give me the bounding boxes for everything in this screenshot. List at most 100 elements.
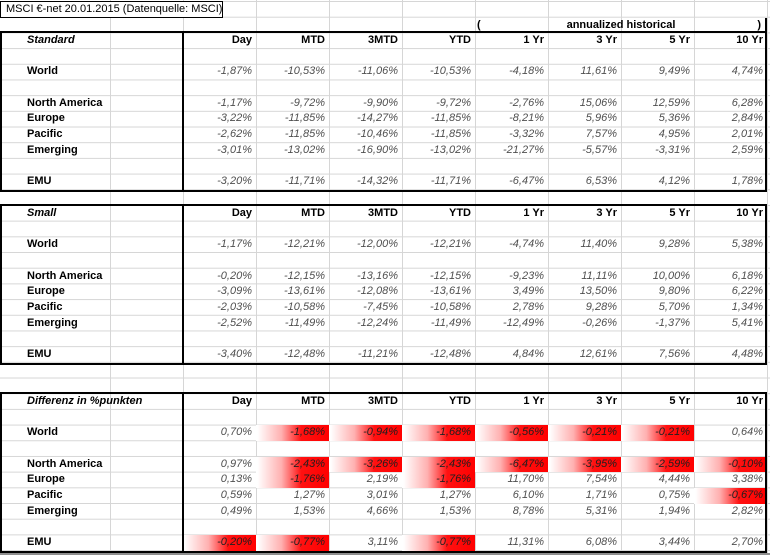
value-cell[interactable]: 9,28% [585,301,617,314]
value-cell[interactable]: 11,11% [581,269,617,282]
value-cell[interactable]: -2,43% [256,456,329,473]
value-cell[interactable]: 11,31% [507,536,545,549]
value-cell[interactable]: 0,13% [220,473,252,486]
value-cell[interactable]: -8,21% [509,112,544,125]
value-cell[interactable]: 1,27% [293,489,325,502]
column-header[interactable]: 1 Yr [523,34,544,46]
value-cell[interactable]: 1,53% [293,504,325,517]
value-cell[interactable]: 11,40% [580,238,618,251]
value-cell[interactable]: -1,17% [217,238,252,251]
column-header[interactable]: MTD [301,207,325,219]
row-label[interactable]: EMU [27,175,52,188]
value-cell[interactable]: -14,32% [357,175,398,188]
value-cell[interactable]: -2,59% [621,456,694,473]
title-cell[interactable]: MSCI €-net 20.01.2015 (Datenquelle: MSCI… [0,1,223,18]
value-cell[interactable]: -0,21% [621,425,694,442]
value-cell[interactable]: 11,61% [580,65,618,78]
value-cell[interactable]: -6,47% [509,175,544,188]
value-cell[interactable]: 2,70% [731,536,763,549]
value-cell[interactable]: -12,24% [357,316,398,329]
value-cell[interactable]: -12,21% [430,238,471,251]
value-cell[interactable]: 12,61% [579,348,617,361]
value-cell[interactable]: -0,20% [183,535,256,551]
value-cell[interactable]: 2,84% [731,112,763,125]
value-cell[interactable]: -2,43% [402,456,475,473]
column-header[interactable]: 3 Yr [596,395,617,407]
value-cell[interactable]: 5,96% [585,112,617,125]
value-cell[interactable]: -21,27% [503,143,544,156]
value-cell[interactable]: -11,71% [430,175,471,188]
value-cell[interactable]: -1,76% [256,472,329,489]
row-label[interactable]: EMU [27,536,52,549]
value-cell[interactable]: 1,27% [439,489,471,502]
value-cell[interactable]: -10,53% [430,65,471,78]
table-title[interactable]: Standard [27,34,75,46]
row-label[interactable]: Europe [27,112,65,125]
row-label[interactable]: Europe [27,473,65,486]
value-cell[interactable]: 4,95% [658,128,690,141]
value-cell[interactable]: -3,95% [548,456,621,473]
value-cell[interactable]: -10,46% [357,128,398,141]
value-cell[interactable]: 0,64% [731,426,763,439]
value-cell[interactable]: 3,44% [658,536,690,549]
row-label[interactable]: Emerging [27,316,78,329]
value-cell[interactable]: 12,59% [652,96,690,109]
value-cell[interactable]: 9,49% [658,65,690,78]
value-cell[interactable]: 1,94% [658,504,690,517]
value-cell[interactable]: -1,68% [256,425,329,442]
value-cell[interactable]: 10,00% [652,269,690,282]
value-cell[interactable]: -3,40% [217,348,252,361]
value-cell[interactable]: 4,66% [366,504,398,517]
value-cell[interactable]: -11,21% [357,348,398,361]
value-cell[interactable]: 3,38% [731,473,763,486]
row-label[interactable]: North America [27,96,103,109]
value-cell[interactable]: -9,72% [290,96,325,109]
value-cell[interactable]: -5,57% [582,143,617,156]
value-cell[interactable]: -3,31% [655,143,690,156]
column-header[interactable]: 3MTD [368,34,398,46]
value-cell[interactable]: -9,90% [363,96,398,109]
column-header[interactable]: 3 Yr [596,34,617,46]
value-cell[interactable]: 4,84% [512,348,544,361]
value-cell[interactable]: 5,36% [658,112,690,125]
value-cell[interactable]: 6,22% [731,285,763,298]
row-label[interactable]: Emerging [27,143,78,156]
value-cell[interactable]: -2,03% [217,301,252,314]
value-cell[interactable]: -12,08% [357,285,398,298]
value-cell[interactable]: 2,59% [731,143,763,156]
column-header[interactable]: 5 Yr [669,207,690,219]
value-cell[interactable]: -3,22% [217,112,252,125]
value-cell[interactable]: -12,21% [284,238,325,251]
value-cell[interactable]: -3,01% [217,143,252,156]
value-cell[interactable]: -12,00% [357,238,398,251]
value-cell[interactable]: -3,20% [217,175,252,188]
value-cell[interactable]: 7,54% [585,473,617,486]
column-header[interactable]: 1 Yr [523,207,544,219]
table-title[interactable]: Small [27,207,57,219]
value-cell[interactable]: 0,70% [220,426,252,439]
value-cell[interactable]: -11,06% [357,65,398,78]
value-cell[interactable]: -1,76% [402,472,475,489]
value-cell[interactable]: 2,01% [731,128,763,141]
value-cell[interactable]: -0,77% [256,535,329,551]
value-cell[interactable]: 9,28% [658,238,690,251]
value-cell[interactable]: -1,17% [217,96,252,109]
value-cell[interactable]: 5,70% [658,301,690,314]
column-header[interactable]: 10 Yr [736,207,763,219]
value-cell[interactable]: -16,90% [357,143,398,156]
column-header[interactable]: YTD [449,207,471,219]
value-cell[interactable]: -1,37% [655,316,690,329]
column-header[interactable]: 5 Yr [669,34,690,46]
value-cell[interactable]: -2,62% [217,128,252,141]
value-cell[interactable]: -12,15% [430,269,471,282]
column-header[interactable]: Day [231,34,252,46]
row-label[interactable]: Europe [27,285,65,298]
row-label[interactable]: World [27,65,58,78]
value-cell[interactable]: 6,53% [585,175,617,188]
value-cell[interactable]: 4,44% [658,473,690,486]
value-cell[interactable]: -13,61% [284,285,325,298]
value-cell[interactable]: -0,94% [329,425,402,442]
value-cell[interactable]: 5,41% [731,316,763,329]
value-cell[interactable]: 6,08% [585,536,617,549]
value-cell[interactable]: -7,45% [363,301,398,314]
